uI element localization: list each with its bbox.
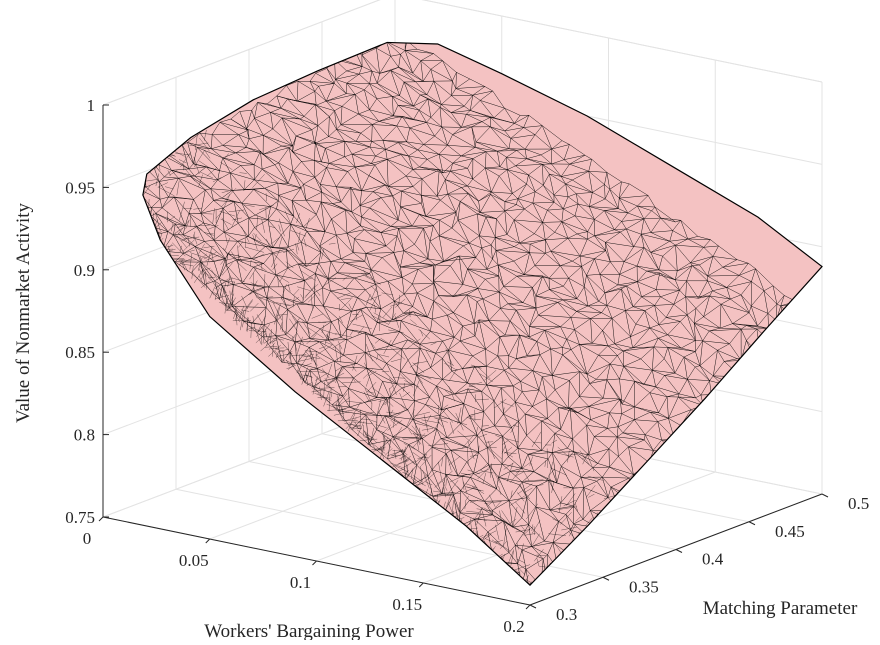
surface-dense-lines: [142, 129, 632, 586]
surface-mesh: [142, 42, 822, 586]
y-tick-label: 0.45: [775, 522, 805, 541]
back-wall-gridline-z: [421, 0, 823, 83]
surface-layer: [142, 41, 823, 587]
x-tick-label: 0.1: [290, 573, 311, 592]
y-tick-label: 0.35: [629, 577, 659, 596]
y-tick-label: 0.5: [848, 494, 869, 513]
z-axis-label: Value of Nonmarket Activity: [13, 202, 34, 423]
y-tick: [602, 576, 610, 581]
z-tick-label: 0.9: [74, 261, 95, 280]
axes-layer: 0 0.05 0.1 0.15 0.2 0.3 0.35 0.4 0.45 0.5 0.75 0.8 0…: [65, 96, 869, 636]
side-wall-gridline-z: [102, 0, 381, 106]
x-tick-label: 0.2: [503, 617, 524, 636]
x-tick: [205, 538, 211, 544]
x-tick-label: 0: [83, 529, 92, 548]
y-tick: [748, 521, 756, 526]
x-tick: [525, 604, 531, 610]
x-tick-label: 0.15: [392, 595, 422, 614]
surface-mesh-lines: [142, 42, 822, 586]
x-tick: [418, 582, 424, 588]
y-tick: [675, 549, 683, 553]
y-tick: [529, 604, 537, 609]
z-tick-label: 1: [87, 96, 96, 115]
y-axis-label: Matching Parameter: [703, 598, 858, 619]
x-tick-label: 0.05: [179, 551, 209, 570]
x-tick: [98, 516, 104, 522]
y-tick: [821, 493, 829, 498]
y-tick-label: 0.3: [556, 605, 577, 624]
z-tick-label: 0.85: [65, 343, 95, 362]
z-tick-label: 0.75: [65, 508, 95, 527]
z-tick-label: 0.8: [74, 426, 95, 445]
surface-dense-band: [142, 129, 632, 586]
x-axis-label: Workers' Bargaining Power: [204, 621, 414, 640]
x-tick: [312, 560, 317, 566]
y-tick-label: 0.4: [702, 550, 724, 569]
z-tick-label: 0.95: [65, 178, 95, 197]
